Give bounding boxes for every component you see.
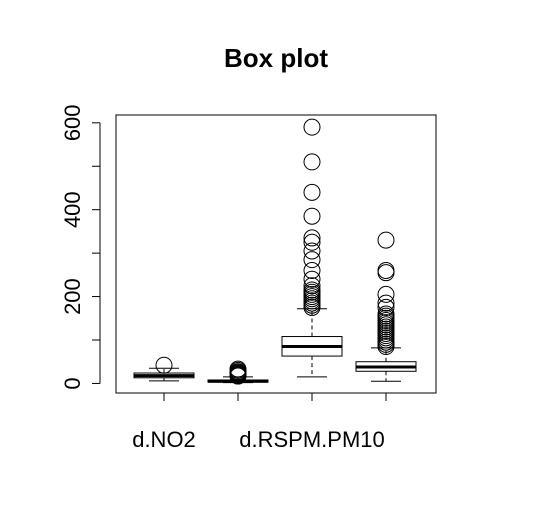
x-tick-label: d.NO2 [132, 427, 196, 452]
outlier-point [377, 305, 395, 323]
outlier-point [303, 183, 321, 201]
plot-frame [115, 114, 437, 394]
outlier-point [377, 294, 395, 312]
chart-title: Box plot [224, 43, 328, 73]
outlier-point [229, 360, 247, 378]
box-d-rspm-pm10 [281, 118, 343, 378]
outlier-point [303, 277, 321, 295]
outlier-point [303, 153, 321, 171]
box-d-so2 [207, 360, 269, 385]
outlier-point [155, 356, 173, 374]
outlier-point [377, 298, 395, 316]
outlier-point [303, 251, 321, 269]
outlier-point [377, 262, 395, 280]
y-tick-label: 600 [60, 104, 85, 141]
outlier-point [303, 270, 321, 288]
x-axis: d.NO2 d.RSPM.PM10 [132, 392, 387, 452]
y-tick-label: 400 [60, 191, 85, 228]
box-d-no2 [133, 356, 195, 382]
outlier-point [303, 229, 321, 247]
y-tick-label: 0 [60, 377, 85, 389]
outlier-point [303, 262, 321, 280]
x-tick-label: d.RSPM.PM10 [239, 427, 385, 452]
boxes-group [133, 118, 417, 385]
outlier-point [303, 207, 321, 225]
outlier-point [303, 118, 321, 136]
outlier-point [303, 281, 321, 299]
outlier-point [377, 231, 395, 249]
outlier-point [303, 233, 321, 251]
outlier-point [377, 285, 395, 303]
box-d-spm [355, 231, 417, 382]
outlier-point [303, 242, 321, 260]
y-tick-label: 200 [60, 278, 85, 315]
y-axis: 0 200 400 600 [60, 104, 101, 390]
